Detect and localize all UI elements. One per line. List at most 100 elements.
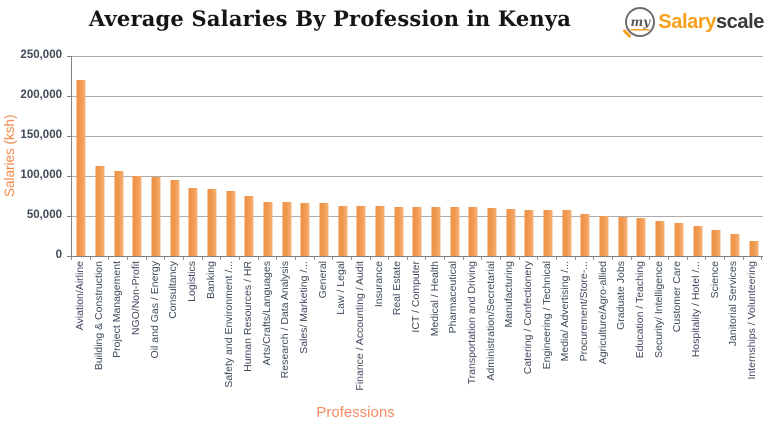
- y-axis-tick-mark: [67, 216, 71, 217]
- bar-slot: [147, 56, 166, 256]
- y-axis-tick-mark: [67, 56, 71, 57]
- bar: [506, 208, 516, 256]
- x-axis-tick-mark: [277, 257, 296, 260]
- x-category-slot: Human Resources / HR: [239, 261, 258, 411]
- x-category-slot: Safety and Environment /...: [220, 261, 239, 411]
- x-category-label: Security/ Intelligence: [652, 261, 665, 358]
- bar-slot: [184, 56, 203, 256]
- magnifier-icon: my: [625, 7, 656, 37]
- gridline: [72, 56, 763, 57]
- x-category-slot: Pharmaceutical: [444, 261, 463, 411]
- x-category-label: Consultancy: [167, 261, 180, 319]
- bar-slot: [221, 56, 240, 256]
- x-category-label: General: [316, 261, 329, 299]
- chart-title: Average Salaries By Profession in Kenya: [88, 6, 572, 31]
- bar-slot: [333, 56, 352, 256]
- x-category-label: Human Resources / HR: [241, 261, 254, 372]
- bar: [450, 207, 460, 256]
- x-category-slot: Aviation/Airline: [71, 261, 90, 411]
- bar: [412, 207, 422, 256]
- bar-slot: [501, 56, 520, 256]
- x-axis-tick-mark: [744, 257, 763, 260]
- bar-slot: [371, 56, 390, 256]
- x-category-label: Building & Construction: [92, 261, 105, 371]
- x-axis-tick-mark: [128, 257, 147, 260]
- bar: [543, 209, 553, 256]
- x-axis-tick-mark: [165, 257, 184, 260]
- bar: [749, 240, 759, 256]
- logo-wordmark-orange: Salary: [658, 11, 716, 33]
- x-category-label: Logistics: [185, 261, 198, 302]
- bar: [76, 80, 86, 256]
- y-axis-tick-label: 50,000: [26, 209, 62, 221]
- x-category-label: NGO/Non-Profit: [129, 261, 142, 336]
- bar-slot: [296, 56, 315, 256]
- y-axis-tick-label: 0: [55, 249, 62, 261]
- bar-slot: [389, 56, 408, 256]
- x-category-label: Procurement/Store-...: [577, 261, 590, 362]
- plot-area: [71, 56, 763, 257]
- x-axis-tick-mark: [725, 257, 744, 260]
- x-axis-tick-mark: [688, 257, 707, 260]
- x-category-slot: Research / Data Analysis: [276, 261, 295, 411]
- x-category-slot: Administration/Secretarial: [482, 261, 501, 411]
- bar: [151, 176, 161, 256]
- x-category-slot: Logistics: [183, 261, 202, 411]
- x-category-label: Customer Care: [671, 261, 684, 333]
- x-category-slot: Law / Legal: [332, 261, 351, 411]
- x-category-label: Education / Teaching: [633, 261, 646, 359]
- x-axis-tick-mark: [184, 257, 203, 260]
- bar: [636, 218, 646, 256]
- bar-slot: [483, 56, 502, 256]
- x-category-label: Internships / Volunteering: [746, 261, 759, 380]
- x-axis-tick-mark: [464, 257, 483, 260]
- x-category-label: Research / Data Analysis: [279, 261, 292, 379]
- x-category-label: Administration/Secretarial: [484, 261, 497, 381]
- bar-slot: [128, 56, 147, 256]
- x-axis-tick-mark: [650, 257, 669, 260]
- x-category-label: Oil and Gas / Energy: [148, 261, 161, 359]
- x-category-slot: Media/ Advertising /...: [556, 261, 575, 411]
- x-axis-tick-marks: [71, 257, 763, 260]
- x-category-label: Medical / Health: [428, 261, 441, 337]
- bar-slot: [595, 56, 614, 256]
- x-axis-tick-mark: [240, 257, 259, 260]
- bar-slot: [240, 56, 259, 256]
- x-category-label: Insurance: [372, 261, 385, 308]
- x-axis-tick-mark: [72, 257, 91, 260]
- bar: [338, 205, 348, 256]
- gridline: [72, 96, 763, 97]
- bar-slot: [707, 56, 726, 256]
- bar-slot: [445, 56, 464, 256]
- x-category-slot: Project Management: [108, 261, 127, 411]
- x-category-slot: Transportation and Driving: [463, 261, 482, 411]
- x-axis-tick-mark: [557, 257, 576, 260]
- x-category-label: Catering / Confectionery: [521, 261, 534, 375]
- bar: [711, 230, 721, 256]
- x-category-slot: Finance / Accounting / Audit: [351, 261, 370, 411]
- bar-slot: [613, 56, 632, 256]
- x-category-label: Manufacturing: [503, 261, 516, 328]
- x-category-label: Sales/ Marketing /...: [297, 261, 310, 354]
- x-category-slot: ICT / Computer: [407, 261, 426, 411]
- x-category-label: Finance / Accounting / Audit: [353, 261, 366, 391]
- x-axis-tick-mark: [501, 257, 520, 260]
- x-category-slot: Graduate Jobs: [612, 261, 631, 411]
- bar-slot: [259, 56, 278, 256]
- bar: [394, 207, 404, 256]
- bar: [244, 196, 254, 256]
- x-category-slot: Oil and Gas / Energy: [146, 261, 165, 411]
- y-axis-tick-label: 200,000: [20, 89, 62, 101]
- bars-layer: [72, 56, 763, 256]
- x-axis-tick-mark: [632, 257, 651, 260]
- x-axis-tick-mark: [352, 257, 371, 260]
- x-category-label: ICT / Computer: [409, 261, 422, 333]
- x-category-label: Agriculture/Agro-allied: [596, 261, 609, 365]
- bar-slot: [651, 56, 670, 256]
- x-category-slot: Security/ Intelligence: [650, 261, 669, 411]
- y-axis-tick-mark: [67, 96, 71, 97]
- x-axis-tick-mark: [315, 257, 334, 260]
- x-category-label: Graduate Jobs: [615, 261, 628, 330]
- x-category-slot: Real Estate: [388, 261, 407, 411]
